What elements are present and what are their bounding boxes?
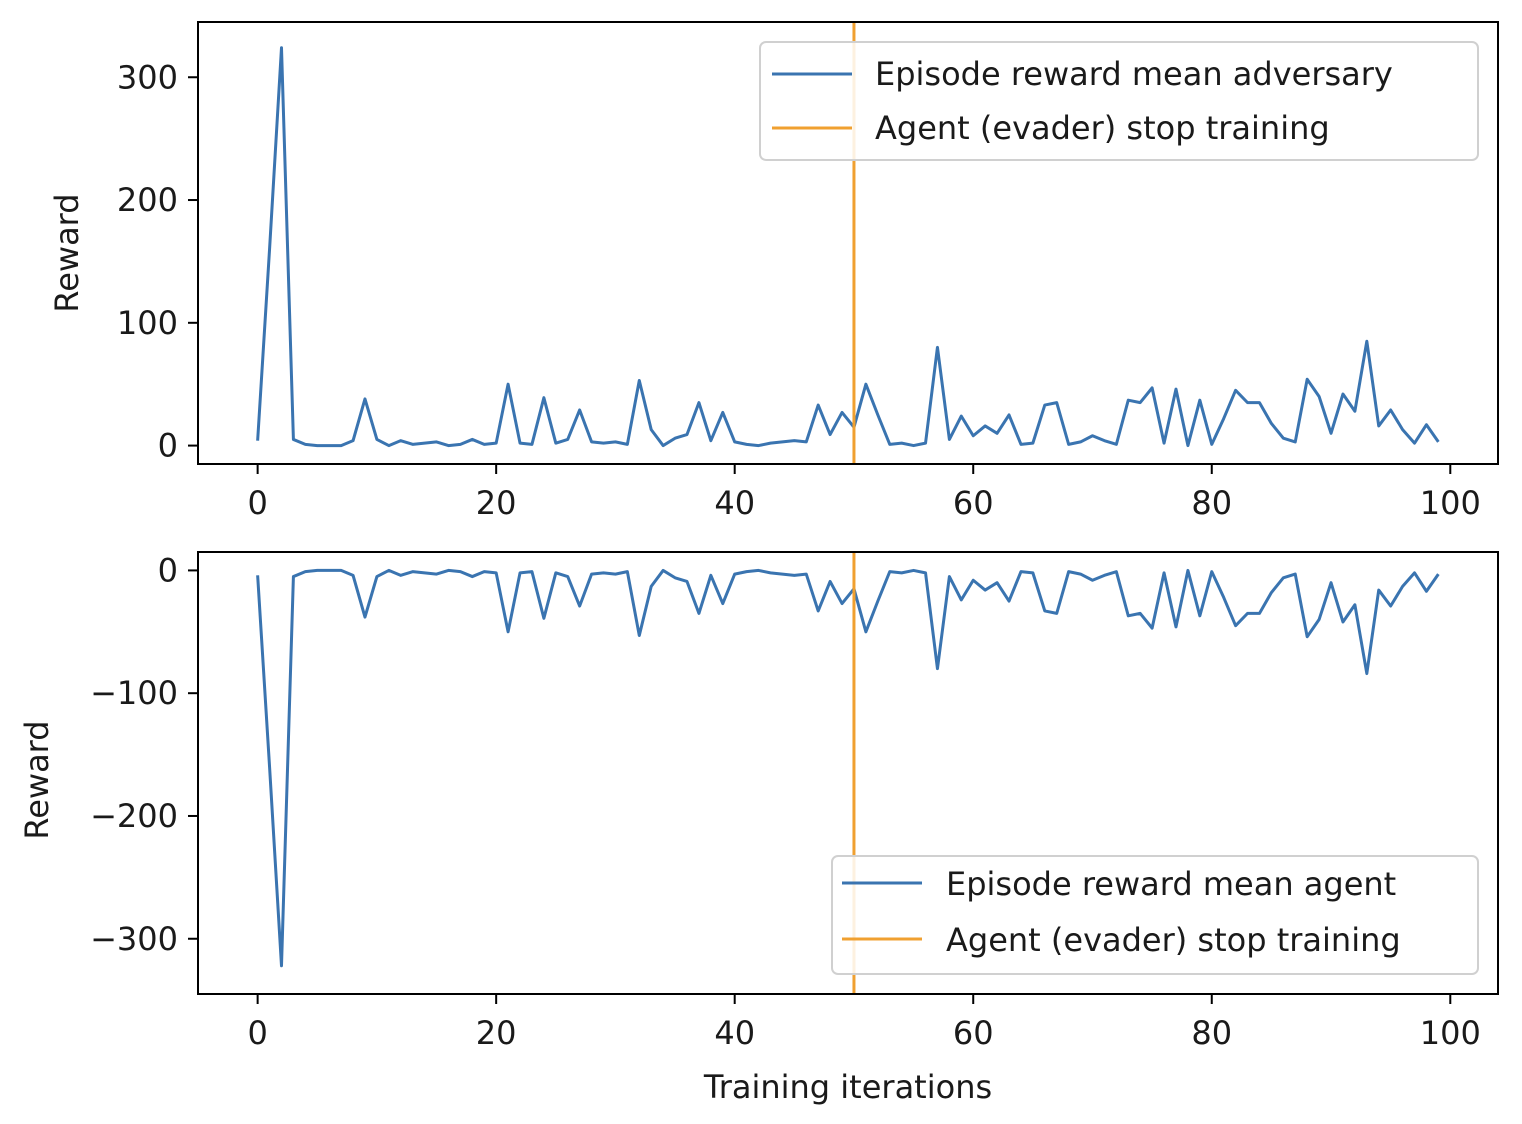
x-tick-label: 60	[953, 484, 994, 522]
series-line-0	[256, 568, 1440, 968]
x-tick-label: 20	[476, 1014, 517, 1052]
y-tick-label: 300	[117, 58, 178, 96]
subplot-bottom: 0 20 40 60 80 100 0 −100 −200 −300 Reward Traini…	[18, 551, 1499, 1106]
x-tick-label: 40	[714, 484, 755, 522]
x-tick-label: 20	[476, 484, 517, 522]
x-tick-label: 80	[1191, 484, 1232, 522]
subplot-bottom-legend: Episode reward mean agent Agent (evader)…	[831, 855, 1479, 975]
x-tick-label: 100	[1420, 1014, 1481, 1052]
x-tick-label: 40	[714, 1014, 755, 1052]
y-tick-label: 200	[117, 181, 178, 219]
y-tick-label: −100	[90, 674, 178, 712]
legend-label-stop-training: Agent (evader) stop training	[946, 921, 1401, 959]
x-tick-label: 100	[1420, 484, 1481, 522]
subplot-top-frame	[197, 21, 1499, 465]
legend-box	[759, 41, 1479, 161]
y-tick-label: −200	[90, 797, 178, 835]
subplot-bottom-frame	[197, 551, 1499, 995]
legend-label-stop-training: Agent (evader) stop training	[875, 109, 1330, 147]
subplot-top-x-ticks: 0 20 40 60 80 100	[247, 464, 1481, 522]
x-tick-label: 80	[1191, 1014, 1232, 1052]
y-tick-label: −300	[90, 920, 178, 958]
y-tick-label: 0	[158, 551, 178, 589]
x-tick-label: 60	[953, 1014, 994, 1052]
subplot-top-y-label: Reward	[48, 193, 86, 312]
series-line-0	[256, 46, 1440, 448]
legend-box	[831, 855, 1479, 975]
subplot-bottom-x-ticks: 0 20 40 60 80 100	[247, 994, 1481, 1052]
x-tick-label: 0	[247, 1014, 267, 1052]
legend-label-agent: Episode reward mean agent	[946, 865, 1396, 903]
subplot-bottom-y-label: Reward	[18, 720, 56, 839]
y-tick-label: 0	[158, 427, 178, 465]
x-tick-label: 0	[247, 484, 267, 522]
subplot-top-legend: Episode reward mean adversary Agent (eva…	[759, 41, 1479, 161]
subplot-top: 0 20 40 60 80 100 0 100 200 300 Reward Episode r…	[48, 21, 1499, 522]
x-axis-label: Training iterations	[703, 1068, 992, 1106]
subplot-bottom-y-ticks: 0 −100 −200 −300	[90, 551, 198, 958]
legend-label-adversary: Episode reward mean adversary	[875, 55, 1393, 93]
subplot-top-y-ticks: 0 100 200 300	[117, 58, 198, 465]
y-tick-label: 100	[117, 304, 178, 342]
